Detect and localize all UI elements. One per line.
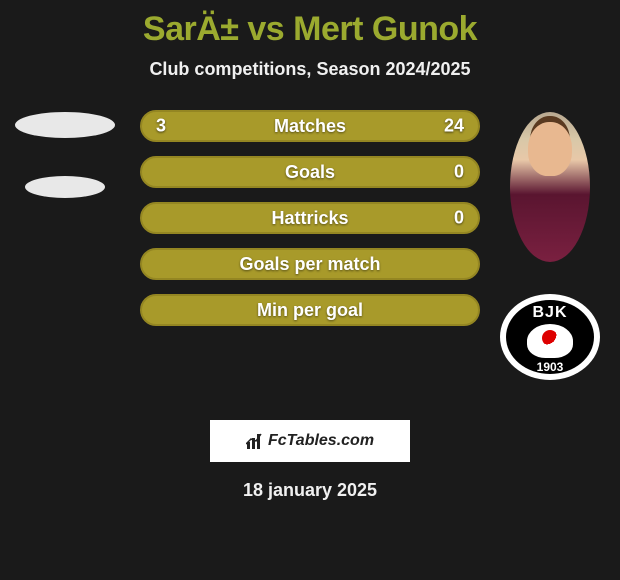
- stat-left-value: 3: [156, 116, 166, 137]
- club-eagle-icon: [527, 324, 573, 358]
- chart-icon: [246, 432, 264, 450]
- stat-right-value: 0: [454, 208, 464, 229]
- stat-row-matches: 3 Matches 24: [140, 110, 480, 142]
- club-year: 1903: [537, 360, 564, 374]
- player-right-club-logo: 1903: [500, 294, 600, 380]
- player-left-photo-placeholder: [15, 112, 115, 138]
- stat-label: Min per goal: [257, 300, 363, 321]
- stat-right-value: 0: [454, 162, 464, 183]
- stat-label: Goals per match: [239, 254, 380, 275]
- date-text: 18 january 2025: [0, 480, 620, 501]
- stat-bars: 3 Matches 24 Goals 0 Hattricks 0 Goals p…: [140, 110, 480, 340]
- comparison-region: 3 Matches 24 Goals 0 Hattricks 0 Goals p…: [0, 110, 620, 370]
- page-title: SarÄ± vs Mert Gunok: [0, 0, 620, 49]
- branding-text: FcTables.com: [268, 432, 374, 450]
- stat-label: Goals: [285, 162, 335, 183]
- player-right-photo: [510, 112, 590, 262]
- stat-label: Matches: [274, 116, 346, 137]
- branding-badge: FcTables.com: [210, 420, 410, 462]
- player-right-column: 1903: [500, 112, 600, 380]
- stat-row-hattricks: Hattricks 0: [140, 202, 480, 234]
- stat-row-goals: Goals 0: [140, 156, 480, 188]
- subtitle: Club competitions, Season 2024/2025: [0, 59, 620, 80]
- player-left-club-placeholder: [25, 176, 105, 198]
- stat-right-value: 24: [444, 116, 464, 137]
- stat-row-min-per-goal: Min per goal: [140, 294, 480, 326]
- player-left-column: [10, 112, 120, 226]
- stat-label: Hattricks: [271, 208, 348, 229]
- stat-row-goals-per-match: Goals per match: [140, 248, 480, 280]
